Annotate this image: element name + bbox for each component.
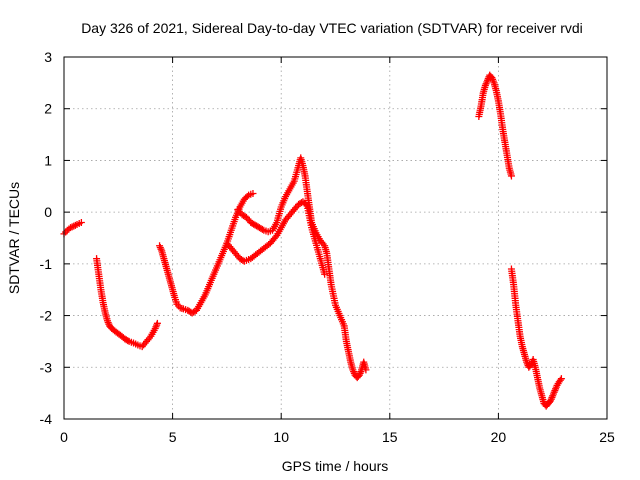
series-seg4 [223,198,329,278]
data-point [71,221,79,229]
chart-title: Day 326 of 2021, Sidereal Day-to-day VTE… [81,20,583,36]
y-tick-label: 2 [44,101,52,117]
x-axis-label: GPS time / hours [282,458,389,474]
data-point [258,225,266,233]
y-tick-label: -2 [40,308,53,324]
data-point [557,375,565,383]
y-tick-label: -3 [40,359,53,375]
series-seg1 [60,218,85,238]
x-tick-labels: 0 5 10 15 20 25 [60,429,615,445]
x-tick-label: 15 [382,429,398,445]
data-point [77,218,85,226]
y-tick-label: -1 [40,256,53,272]
grid-lines [64,57,607,419]
x-tick-label: 5 [169,429,177,445]
data-point [68,223,76,231]
y-tick-label: 1 [44,152,52,168]
data-point [70,222,78,230]
x-tick-label: 0 [60,429,68,445]
plot-frame [63,56,608,420]
x-tick-label: 10 [273,429,289,445]
x-tick-label: 25 [599,429,615,445]
y-tick-labels: -4 -3 -2 -1 0 1 2 3 [40,49,53,427]
series-seg6 [475,71,515,180]
y-tick-label: -4 [40,411,53,427]
series-seg2 [93,255,161,351]
data-point [124,337,132,345]
data-point [362,366,370,374]
data-point [507,172,515,180]
x-tick-label: 20 [491,429,507,445]
axis-ticks [63,56,608,420]
data-point [249,190,257,198]
data-point [67,224,75,232]
y-tick-label: 0 [44,204,52,220]
series-seg5 [234,154,370,382]
plot-points [60,71,565,410]
series-seg7 [507,265,565,410]
series-seg3 [156,190,257,317]
data-point [556,376,564,384]
y-axis-label: SDTVAR / TECUs [6,182,22,294]
y-tick-label: 3 [44,49,52,65]
data-point [243,192,251,200]
data-point [153,319,161,327]
data-point [321,270,329,278]
